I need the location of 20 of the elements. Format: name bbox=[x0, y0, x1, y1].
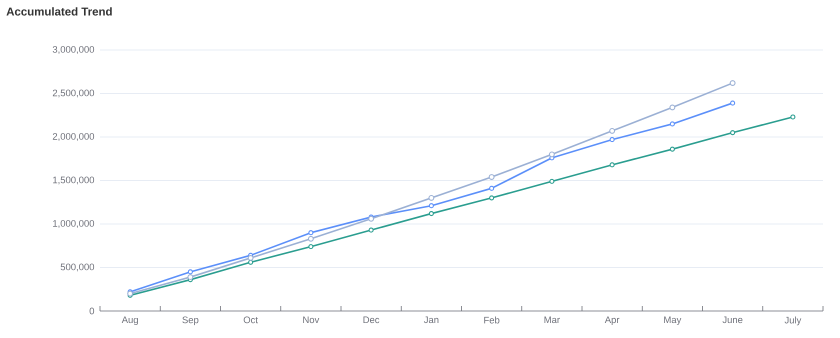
x-tick-label: Oct bbox=[244, 316, 258, 324]
y-tick-label: 1,000,000 bbox=[53, 220, 94, 228]
x-tick-label: July bbox=[784, 316, 802, 326]
y-tick-label: 2,000,000 bbox=[52, 133, 94, 141]
x-tick-label: Sep bbox=[182, 316, 198, 326]
y-tick-label: 1,500,000 bbox=[53, 176, 94, 184]
x-tick-label: Apr bbox=[604, 316, 620, 325]
y-tick-label: 0 bbox=[90, 308, 94, 314]
x-tick-label: Feb bbox=[484, 316, 500, 324]
x-tick-label: Dec bbox=[363, 316, 380, 324]
x-tick-label: Mar bbox=[544, 316, 560, 324]
y-tick-label: 500,000 bbox=[60, 264, 94, 272]
y-tick-label: 2,500,000 bbox=[52, 90, 94, 98]
x-tick-label: Jan bbox=[424, 316, 438, 324]
chart-title: Accumulated Trend bbox=[6, 7, 112, 16]
y-tick-label: 3,000,000 bbox=[52, 46, 94, 54]
x-tick-label: Aug bbox=[122, 316, 138, 325]
x-tick-label: May bbox=[664, 316, 682, 325]
x-tick-label: Nov bbox=[303, 316, 320, 324]
x-tick-label: June bbox=[722, 316, 742, 324]
